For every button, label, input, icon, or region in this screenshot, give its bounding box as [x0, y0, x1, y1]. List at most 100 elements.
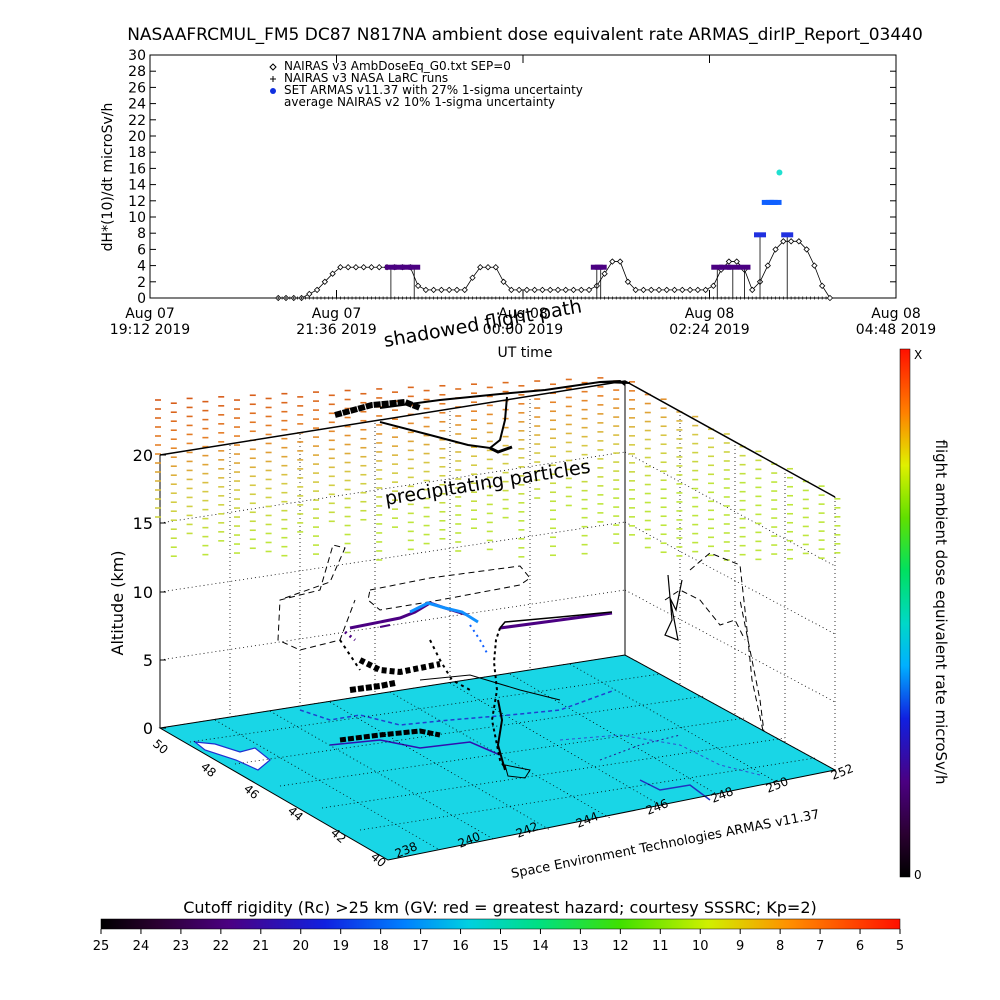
rigidity-tick-label: 18	[372, 939, 389, 954]
larc-point	[692, 296, 696, 300]
y-tick-label: 2	[137, 275, 146, 291]
larc-point	[801, 296, 805, 300]
model-point	[547, 286, 554, 294]
larc-point	[292, 296, 296, 300]
legend-symbol	[270, 76, 276, 82]
larc-point	[401, 296, 405, 300]
larc-point	[587, 296, 591, 300]
larc-point	[443, 296, 447, 300]
model-point	[601, 270, 608, 277]
rigidity-tick-label: 16	[452, 939, 469, 954]
larc-point	[474, 296, 478, 300]
larc-point	[805, 296, 809, 300]
model-point	[414, 282, 422, 290]
rigidity-tick-label: 23	[173, 939, 190, 954]
rigidity-tick-label: 8	[776, 939, 784, 954]
legend-symbol	[269, 63, 277, 71]
rigidity-colorbar: Cutoff rigidity (Rc) >25 km (GV: red = g…	[93, 898, 904, 954]
larc-point	[614, 296, 618, 300]
larc-point	[327, 296, 331, 300]
floor-rigidity-map	[160, 655, 835, 860]
larc-point	[451, 296, 455, 300]
y-tick-label: 18	[128, 145, 146, 161]
alt-tick-label: 5	[143, 651, 153, 670]
lon-tick-label: 252	[829, 761, 855, 783]
larc-point	[459, 296, 463, 300]
larc-point	[509, 296, 513, 300]
larc-point	[816, 296, 820, 300]
x-tick-label-time: 02:24 2019	[669, 322, 749, 338]
rigidity-tick-label: 7	[816, 939, 824, 954]
larc-point	[812, 296, 816, 300]
larc-point	[342, 296, 346, 300]
model-point	[671, 286, 678, 294]
model-point	[632, 286, 639, 294]
model-point	[585, 286, 593, 294]
model-point	[725, 258, 733, 265]
armas-point	[711, 264, 724, 270]
model-point	[352, 264, 360, 271]
rigidity-tick-label: 21	[253, 939, 270, 954]
floor-grid	[189, 663, 816, 851]
legend-label: NAIRAS v3 AmbDoseEq_G0.txt SEP=0	[284, 59, 511, 73]
larc-point	[315, 296, 319, 300]
rigidity-tick-label: 19	[332, 939, 349, 954]
model-point	[562, 286, 569, 294]
larc-point	[338, 296, 342, 300]
model-point	[648, 286, 655, 294]
larc-point	[280, 296, 284, 300]
model-point	[819, 282, 826, 290]
larc-point	[789, 296, 793, 300]
alt-tick-label: 10	[133, 583, 153, 602]
model-point	[484, 264, 492, 271]
x-tick-label-time: 19:12 2019	[110, 322, 190, 338]
larc-point	[661, 296, 665, 300]
y-axis-label: dH*(10)/dt microSv/h	[100, 103, 116, 252]
model-point	[508, 286, 515, 294]
larc-point	[369, 296, 373, 300]
model-point	[616, 258, 624, 265]
larc-point	[525, 296, 529, 300]
larc-point	[708, 296, 711, 300]
larc-point	[533, 296, 537, 300]
larc-point	[513, 296, 517, 300]
legend-label: average NAIRAS v2 10% 1-sigma uncertaint…	[284, 95, 555, 109]
wall-projections	[277, 544, 766, 741]
larc-point	[626, 296, 630, 300]
model-point	[702, 286, 709, 294]
larc-point	[548, 296, 552, 300]
altitude-ticks: 0 5 10 15 20	[133, 446, 166, 738]
y-tick-label: 4	[137, 259, 146, 275]
larc-point	[739, 296, 743, 300]
larc-point	[649, 296, 653, 300]
larc-point	[354, 296, 358, 300]
larc-point	[723, 296, 727, 300]
x-axis-label: UT time	[498, 345, 553, 361]
larc-point	[284, 296, 288, 300]
precipitating-particles-annotation: precipitating particles	[383, 456, 592, 510]
upper-flight-path	[334, 379, 631, 454]
model-point	[313, 286, 321, 294]
armas-point	[738, 264, 751, 270]
y-tick-label: 10	[128, 210, 146, 226]
larc-point	[498, 296, 502, 300]
y-tick-label: 26	[128, 80, 146, 96]
larc-point	[447, 296, 451, 300]
larc-point	[482, 296, 486, 300]
larc-point	[680, 296, 684, 300]
model-point	[686, 286, 694, 294]
legend-symbol	[270, 88, 276, 94]
model-point	[515, 286, 523, 294]
y-tick-label: 6	[137, 242, 146, 258]
larc-point	[669, 296, 673, 300]
larc-point	[502, 296, 506, 300]
larc-point	[777, 296, 781, 300]
larc-point	[606, 296, 610, 300]
larc-point	[420, 296, 424, 300]
model-point	[640, 286, 647, 294]
larc-point	[393, 296, 397, 300]
larc-point	[478, 296, 482, 300]
larc-point	[404, 296, 408, 300]
